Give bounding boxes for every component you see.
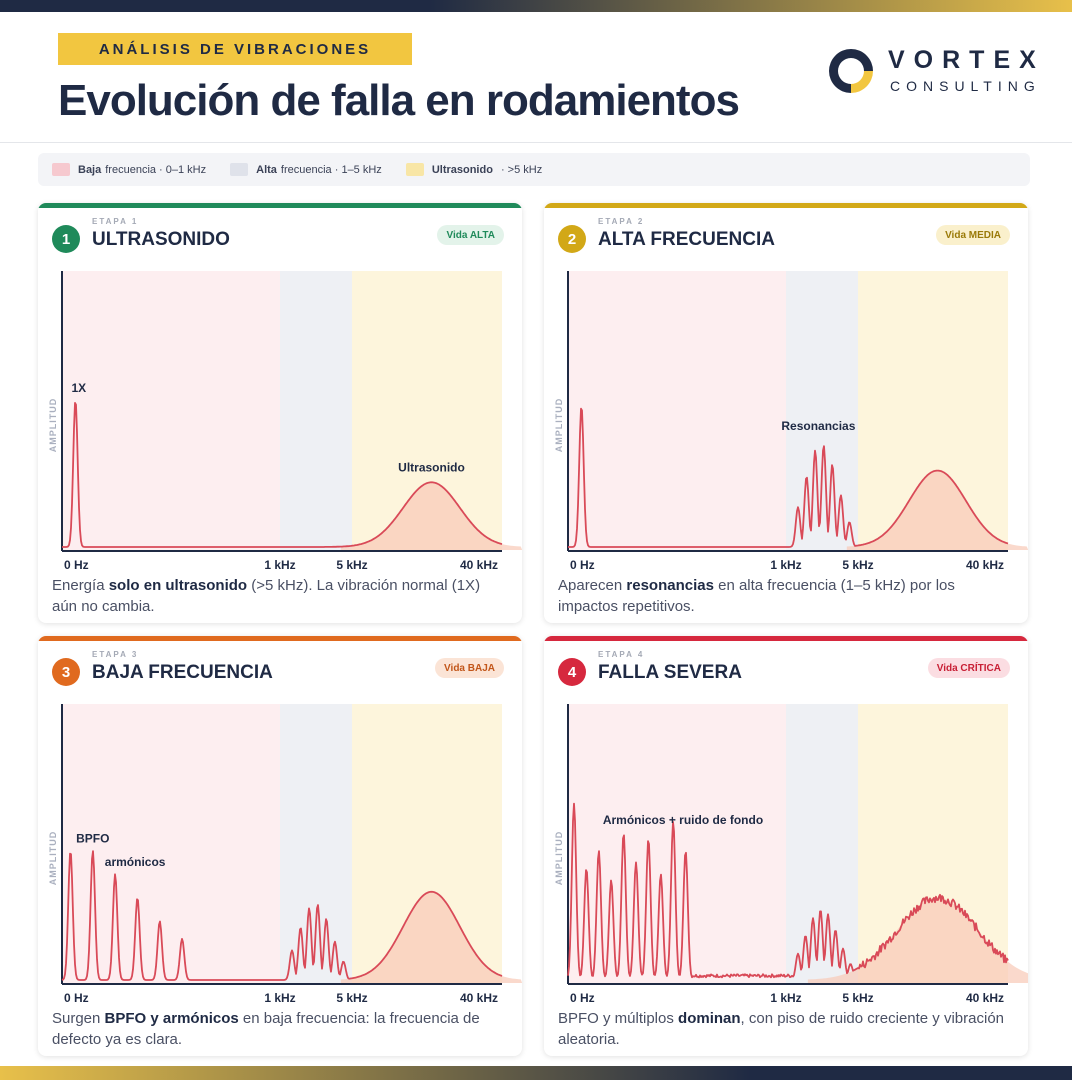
- legend-label-low: frecuencia · 0–1 kHz: [105, 163, 207, 176]
- legend-label-low-bold: Baja: [78, 163, 102, 176]
- top-accent-bar: [0, 0, 1072, 12]
- spectrum-chart: AMPLITUD 0 Hz 1 kHz 5 kHz 40 kHz BPFO armónico…: [48, 704, 522, 1005]
- ultrasonic-hump-fill: [807, 897, 1028, 983]
- ultrasonic-hump-fill: [340, 482, 522, 550]
- x-tick-label: 1 kHz: [264, 558, 295, 572]
- stage-number-badge: 4: [558, 658, 586, 686]
- x-tick-label: 0 Hz: [64, 991, 89, 1005]
- logo-subtitle: CONSULTING: [890, 78, 1041, 94]
- y-axis-label: AMPLITUD: [48, 831, 58, 886]
- stage-card-2: 2 ETAPA 2 ALTA FRECUENCIA Vida MEDIA AMP…: [544, 203, 1028, 623]
- band-high: [786, 271, 858, 551]
- stage-description: Energía solo en ultrasonido (>5 kHz). La…: [52, 577, 481, 615]
- x-tick-label: 40 kHz: [460, 558, 498, 572]
- x-tick-label: 1 kHz: [264, 991, 295, 1005]
- spectrum-signal: [567, 802, 1009, 979]
- stage-label: ETAPA 4: [598, 650, 645, 659]
- y-axis-label: AMPLITUD: [48, 398, 58, 453]
- x-tick-label: 1 kHz: [770, 558, 801, 572]
- header-divider: [0, 142, 1072, 143]
- band-legend: Baja frecuencia · 0–1 kHz Alta frecuenci…: [38, 153, 1030, 186]
- peak-annotation: Armónicos + ruido de fondo: [603, 813, 763, 827]
- card-accent-bar: [544, 203, 1028, 208]
- x-tick-label: 1 kHz: [770, 991, 801, 1005]
- stage-card-4: 4 ETAPA 4 FALLA SEVERA Vida CRÍTICA AMPL…: [544, 636, 1028, 1056]
- band-high: [280, 271, 352, 551]
- x-tick-label: 40 kHz: [460, 991, 498, 1005]
- life-badge: Vida BAJA: [435, 658, 504, 678]
- spectrum-chart: AMPLITUD 0 Hz 1 kHz 5 kHz 40 kHz 1X Ultrasonid…: [48, 271, 522, 572]
- stage-title: ALTA FRECUENCIA: [598, 229, 775, 250]
- card-accent-bar: [544, 636, 1028, 641]
- stage-number-badge: 2: [558, 225, 586, 253]
- spectrum-signal: [568, 407, 1009, 548]
- spectrum-signal: [62, 402, 503, 548]
- spectrum-chart: AMPLITUD 0 Hz 1 kHz 5 kHz 40 kHz Resonancias: [554, 271, 1028, 572]
- stage-description: Surgen BPFO y armónicos en baja frecuenc…: [52, 1010, 480, 1048]
- x-tick-label: 5 kHz: [336, 991, 367, 1005]
- stage-title: BAJA FRECUENCIA: [92, 662, 273, 683]
- legend-swatch-ultra: [405, 163, 424, 176]
- ultrasonic-hump-fill: [340, 891, 522, 983]
- x-tick-label: 5 kHz: [842, 558, 873, 572]
- legend-item-ultra: Ultrasonido · >5 kHz: [405, 163, 543, 176]
- stage-description: Aparecen resonancias en alta frecuencia …: [558, 577, 955, 615]
- card-accent-bar: [38, 636, 522, 641]
- legend-item-low: Baja frecuencia · 0–1 kHz: [52, 163, 206, 176]
- stage-title: FALLA SEVERA: [598, 662, 742, 683]
- brand-logo: VORTEX CONSULTING: [826, 44, 1062, 98]
- page-title: Evolución de falla en rodamientos: [58, 76, 740, 125]
- spectrum-signal: [61, 850, 503, 981]
- legend-label-ultra-bold: Ultrasonido: [431, 163, 493, 176]
- band-high: [786, 704, 858, 984]
- life-badge: Vida ALTA: [437, 225, 504, 245]
- spectrum-chart: AMPLITUD 0 Hz 1 kHz 5 kHz 40 kHz Armónicos + …: [554, 704, 1028, 1005]
- legend-swatch-high: [230, 163, 249, 176]
- topic-badge: ANÁLISIS DE VIBRACIONES: [58, 33, 412, 65]
- peak-annotation: Ultrasonido: [398, 460, 465, 474]
- legend-label-high-bold: Alta: [256, 163, 277, 176]
- stage-number-badge: 3: [52, 658, 80, 686]
- ultrasonic-hump-fill: [846, 470, 1028, 550]
- legend-item-high: Alta frecuencia · 1–5 kHz: [230, 163, 382, 176]
- logo-wordmark: VORTEX: [888, 46, 1045, 74]
- card-accent-bar: [38, 203, 522, 208]
- x-tick-label: 40 kHz: [966, 558, 1004, 572]
- peak-annotation: BPFO: [76, 832, 109, 846]
- stage-label: ETAPA 2: [598, 217, 645, 226]
- x-tick-label: 0 Hz: [570, 558, 595, 572]
- peak-annotation: armónicos: [105, 855, 166, 869]
- x-tick-label: 40 kHz: [966, 991, 1004, 1005]
- legend-label-high: frecuencia · 1–5 kHz: [280, 163, 382, 176]
- stage-label: ETAPA 1: [92, 217, 139, 226]
- band-low: [62, 704, 280, 984]
- stage-label: ETAPA 3: [92, 650, 139, 659]
- stage-number-badge: 1: [52, 225, 80, 253]
- legend-label-ultra: · >5 kHz: [500, 163, 543, 176]
- legend-swatch-low: [52, 163, 70, 176]
- stage-description: BPFO y múltiplos dominan, con piso de ru…: [558, 1010, 1005, 1048]
- stage-title: ULTRASONIDO: [92, 229, 230, 250]
- band-low: [568, 271, 786, 551]
- peak-annotation: Resonancias: [781, 419, 855, 433]
- stage-card-1: 1 ETAPA 1 ULTRASONIDO Vida ALTA AMPLITUD…: [38, 203, 522, 623]
- band-low: [62, 271, 280, 551]
- vortex-logo-icon: [829, 49, 873, 93]
- life-badge: Vida CRÍTICA: [927, 658, 1010, 678]
- stage-card-3: 3 ETAPA 3 BAJA FRECUENCIA Vida BAJA AMPL…: [38, 636, 522, 1056]
- y-axis-label: AMPLITUD: [554, 831, 564, 886]
- x-tick-label: 0 Hz: [570, 991, 595, 1005]
- life-badge: Vida MEDIA: [936, 225, 1010, 245]
- y-axis-label: AMPLITUD: [554, 398, 564, 453]
- bottom-accent-bar: [0, 1066, 1072, 1080]
- x-tick-label: 0 Hz: [64, 558, 89, 572]
- x-tick-label: 5 kHz: [842, 991, 873, 1005]
- x-tick-label: 5 kHz: [336, 558, 367, 572]
- peak-annotation: 1X: [71, 381, 86, 395]
